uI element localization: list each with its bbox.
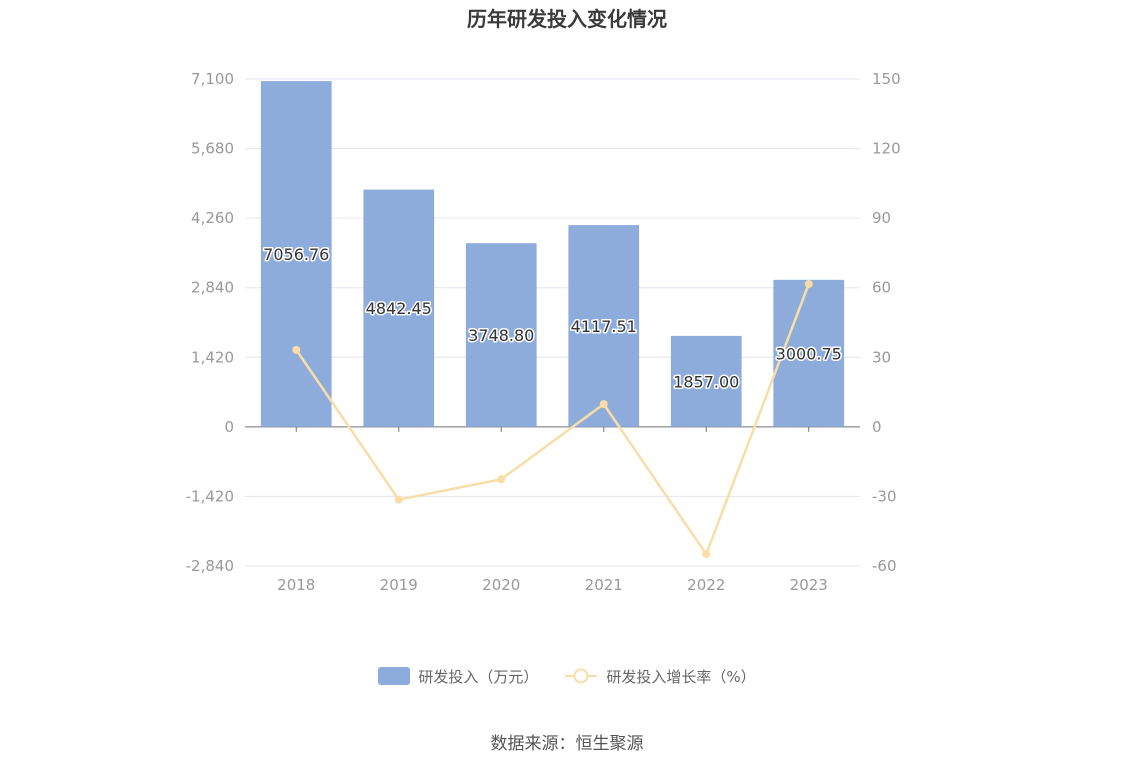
growth-point — [804, 280, 813, 289]
y-left-tick-label: 0 — [224, 418, 234, 436]
bar — [670, 335, 742, 427]
legend-label-line: 研发投入增长率（%） — [606, 667, 756, 686]
legend-item-bar[interactable]: 研发投入（万元） — [378, 666, 538, 687]
y-right-tick-label: 120 — [872, 140, 901, 158]
axes: 7,100 5,680 4,260 2,840 1,420 0 -1,420 -2,840 15… — [186, 70, 901, 594]
bar-value-label: 3000.75 — [776, 344, 842, 363]
bar — [465, 243, 537, 427]
bar-value-label: 7056.76 — [263, 245, 329, 264]
y-right-tick-label: 30 — [872, 348, 891, 366]
chart-title: 历年研发投入变化情况 — [467, 7, 667, 31]
legend-label-bar: 研发投入（万元） — [418, 667, 539, 686]
growth-point — [394, 495, 403, 504]
bar-series — [260, 81, 845, 427]
y-right-tick-label: -60 — [872, 557, 897, 575]
y-right-tick-label: 150 — [872, 70, 901, 88]
growth-point — [497, 475, 506, 484]
x-tick-label: 2018 — [277, 576, 315, 594]
y-left-tick-label: 2,840 — [191, 279, 234, 297]
combo-chart: 7,100 5,680 4,260 2,840 1,420 0 -1,420 -2,840 15… — [186, 70, 901, 594]
growth-point — [599, 400, 608, 409]
legend: 研发投入（万元） 研发投入增长率（%） — [0, 664, 1134, 688]
y-left-tick-label: 1,420 — [191, 348, 234, 366]
x-tick-label: 2022 — [687, 576, 725, 594]
data-labels: 7056.76 4842.45 3748.80 4117.51 1857.00 3000.… — [262, 243, 844, 392]
y-right-tick-label: 60 — [872, 279, 891, 297]
bar — [260, 81, 332, 427]
x-tick-label: 2021 — [585, 576, 623, 594]
bar-value-label: 4117.51 — [571, 317, 637, 336]
y-right-tick-label: 0 — [872, 418, 882, 436]
legend-bar-swatch — [378, 667, 411, 685]
legend-item-line[interactable]: 研发投入增长率（%） — [564, 666, 756, 687]
y-right-tick-label: -30 — [872, 487, 897, 505]
y-left-tick-label: 5,680 — [191, 140, 234, 158]
y-left-tick-label: 4,260 — [191, 209, 234, 227]
y-left-tick-label: -2,840 — [186, 557, 234, 575]
y-right-tick-label: 90 — [872, 209, 891, 227]
bar-value-label: 4842.45 — [366, 299, 432, 318]
growth-line — [295, 283, 810, 556]
grid-lines — [245, 78, 860, 567]
x-tick-label: 2020 — [482, 576, 520, 594]
growth-point — [292, 345, 301, 354]
line-series — [292, 280, 813, 559]
bar-value-label: 1857.00 — [673, 372, 739, 391]
y-left-tick-label: 7,100 — [191, 70, 234, 88]
bar — [363, 189, 435, 427]
y-left-tick-label: -1,420 — [186, 487, 234, 505]
data-source-note: 数据来源：恒生聚源 — [490, 734, 644, 754]
x-tick-label: 2023 — [790, 576, 828, 594]
growth-point — [702, 550, 711, 559]
x-tick-label: 2019 — [380, 576, 418, 594]
bar — [773, 279, 845, 427]
bar — [568, 225, 640, 427]
legend-line-swatch — [565, 668, 598, 684]
bar-value-label: 3748.80 — [468, 326, 534, 345]
